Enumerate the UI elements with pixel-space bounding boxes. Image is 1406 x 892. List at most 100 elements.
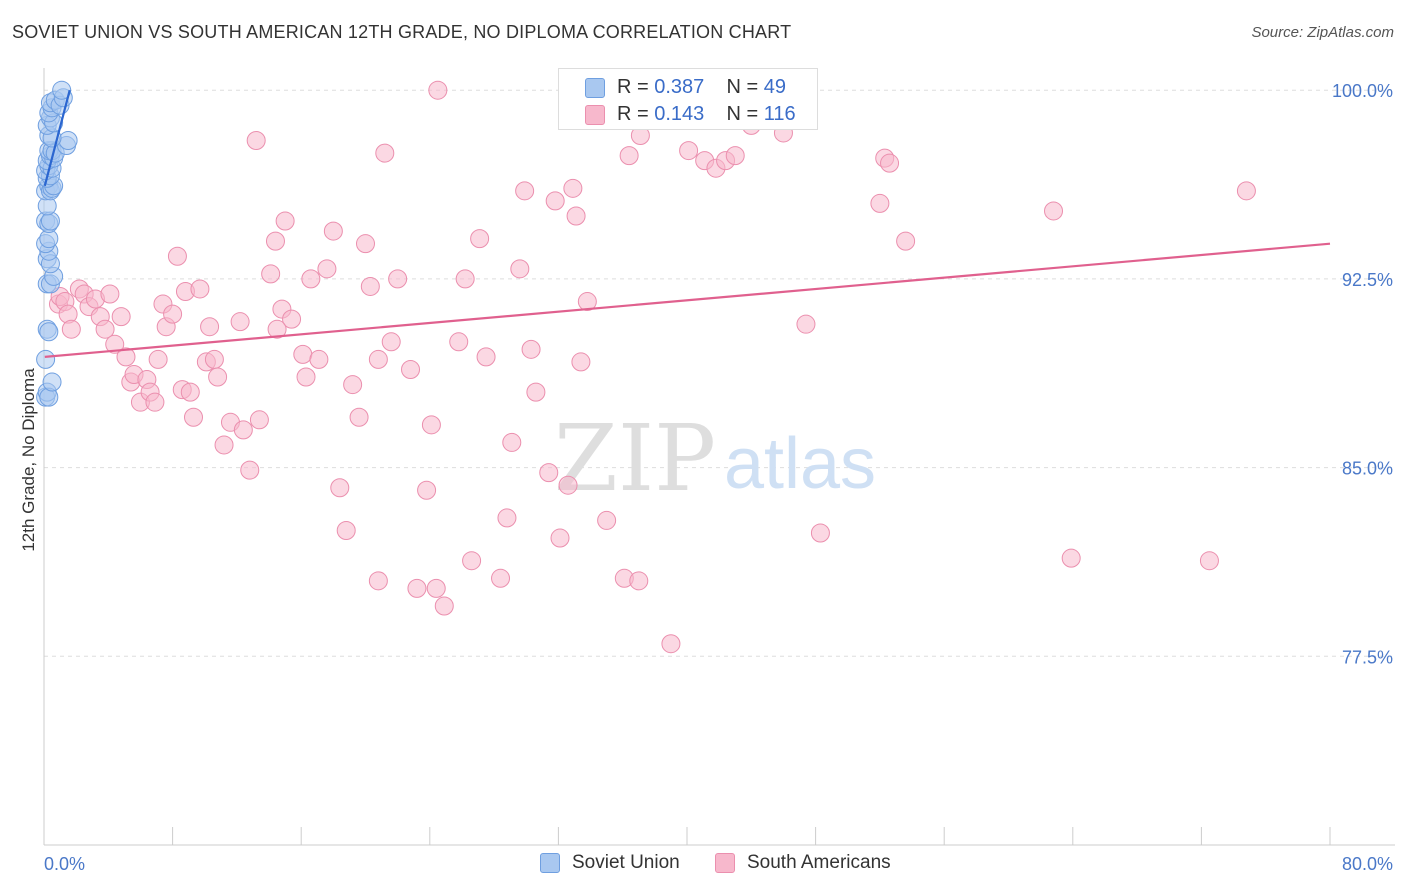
data-point [725, 146, 745, 166]
data-point [880, 153, 900, 173]
data-point [349, 407, 369, 427]
data-point [36, 349, 56, 369]
south-americans-points [48, 80, 1256, 654]
r-label: R = [617, 103, 649, 125]
y-tick-label: 100.0% [1332, 81, 1393, 101]
data-point [58, 131, 78, 151]
y-tick-label: 92.5% [1342, 270, 1393, 290]
data-point [577, 292, 597, 312]
data-point [39, 322, 59, 342]
soviet-union-trend-line [43, 89, 71, 187]
data-point [296, 367, 316, 387]
legend-swatch-pink [715, 853, 735, 873]
data-point [597, 510, 617, 530]
data-point [95, 319, 115, 339]
data-point [421, 415, 441, 435]
chart-title: SOVIET UNION VS SOUTH AMERICAN 12TH GRAD… [12, 22, 792, 42]
stats-legend: R = 0.387 N = 49 R = 0.143 N = 116 [558, 68, 818, 130]
data-point [261, 264, 281, 284]
data-point [407, 578, 427, 598]
data-point [545, 191, 565, 211]
data-point [558, 475, 578, 495]
data-point [249, 410, 269, 430]
data-point [246, 131, 266, 151]
data-point [368, 571, 388, 591]
y-tick-label: 77.5% [1342, 647, 1393, 667]
data-point [388, 269, 408, 289]
data-point [336, 520, 356, 540]
data-point [204, 349, 224, 369]
legend-label: South Americans [747, 852, 891, 873]
data-point [214, 435, 234, 455]
data-point [148, 349, 168, 369]
r-value: 0.143 [654, 103, 705, 125]
data-point [233, 420, 253, 440]
soviet-union-points [36, 80, 78, 407]
data-point [100, 284, 120, 304]
n-label: N = [726, 103, 759, 125]
watermark: ZIP atlas [554, 405, 876, 512]
data-point [163, 304, 183, 324]
data-point [1199, 551, 1219, 571]
data-point [116, 347, 136, 367]
data-point [275, 211, 295, 231]
data-point [317, 259, 337, 279]
data-point [309, 349, 329, 369]
data-point [476, 347, 496, 367]
legend-swatch-blue [540, 853, 560, 873]
data-point [183, 407, 203, 427]
data-point [619, 146, 639, 166]
data-point [105, 334, 125, 354]
data-point [368, 349, 388, 369]
data-point [449, 332, 469, 352]
data-point [566, 206, 586, 226]
data-point [796, 314, 816, 334]
data-point [111, 307, 131, 327]
data-point [323, 221, 343, 241]
data-point [462, 551, 482, 571]
data-point [381, 332, 401, 352]
data-point [145, 392, 165, 412]
r-value: 0.387 [654, 76, 705, 98]
data-point [571, 352, 591, 372]
y-axis-label: 12th Grade, No Diploma [19, 368, 38, 552]
data-point [1061, 548, 1081, 568]
data-point [470, 229, 490, 249]
data-point [240, 460, 260, 480]
data-point [502, 432, 522, 452]
n-value: 49 [763, 76, 787, 98]
series-legend: Soviet Union South Americans [0, 850, 1406, 880]
data-point [180, 382, 200, 402]
legend-label: Soviet Union [572, 852, 680, 873]
data-point [356, 234, 375, 254]
trend-lines [43, 89, 1331, 358]
data-point [417, 480, 437, 500]
n-label: N = [726, 76, 759, 98]
data-point [230, 312, 250, 332]
data-point [491, 568, 511, 588]
data-point [510, 259, 530, 279]
data-point [563, 178, 583, 198]
data-point [375, 143, 395, 163]
watermark-atlas: atlas [724, 424, 876, 504]
y-tick-labels: 77.5% 85.0% 92.5% 100.0% [1332, 81, 1393, 667]
data-point [301, 269, 321, 289]
data-point [265, 231, 285, 251]
data-point [515, 181, 535, 201]
south-americans-trend-line [44, 242, 1331, 358]
data-point [42, 372, 62, 392]
legend-swatch-pink [585, 105, 605, 125]
data-point [629, 571, 649, 591]
data-point [539, 463, 559, 483]
data-point [200, 317, 220, 337]
data-point [401, 359, 421, 379]
data-point [870, 193, 890, 213]
data-point [1044, 201, 1064, 221]
n-value: 116 [763, 103, 796, 125]
data-point [426, 578, 446, 598]
data-point [330, 478, 350, 498]
data-point [679, 141, 699, 161]
x-tick-label-min: 0.0% [44, 854, 85, 874]
data-point [497, 508, 517, 528]
